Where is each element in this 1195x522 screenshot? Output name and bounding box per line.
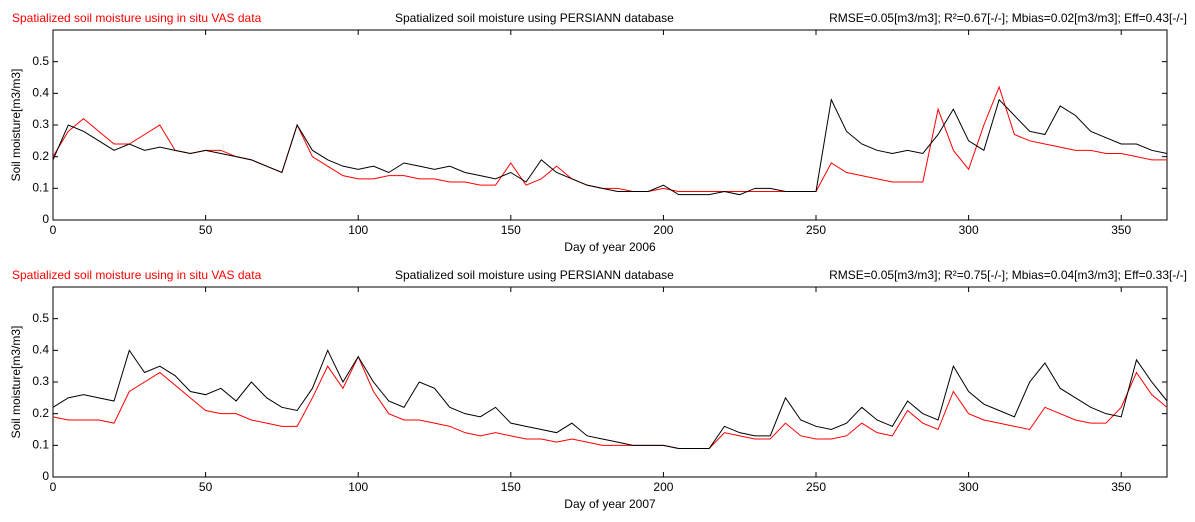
x-tick-label: 0 <box>50 480 57 494</box>
x-tick-label: 150 <box>501 480 521 494</box>
x-tick-label: 350 <box>1111 480 1131 494</box>
x-tick-label: 300 <box>959 223 979 237</box>
series-line <box>52 85 1167 192</box>
x-tick-label: 100 <box>348 480 368 494</box>
series-line <box>52 98 1168 196</box>
x-tick-label: 200 <box>653 480 673 494</box>
y-tick-label: 0.4 <box>32 86 49 100</box>
legend-entry: Spatialized soil moisture using in situ … <box>12 268 262 282</box>
x-tick-label: 200 <box>653 223 673 237</box>
x-axis-label: Day of year 2006 <box>564 240 656 254</box>
y-tick-label: 0.3 <box>32 374 49 388</box>
y-axis-label: Soil moisture[m3/m3] <box>9 326 23 439</box>
y-tick-label: 0.2 <box>32 406 49 420</box>
x-tick-label: 150 <box>501 223 521 237</box>
y-tick-label: 0.1 <box>32 438 49 452</box>
plot-frame <box>52 286 1168 478</box>
y-tick-label: 0 <box>42 469 49 483</box>
x-tick-label: 50 <box>199 480 213 494</box>
x-tick-label: 100 <box>348 223 368 237</box>
y-axis-label: Soil moisture[m3/m3] <box>9 69 23 182</box>
series-line <box>52 349 1168 449</box>
y-tick-label: 0.2 <box>32 149 49 163</box>
y-tick-label: 0.4 <box>32 343 49 357</box>
annotation: RMSE=0.05[m3/m3]; R²=0.75[-/-]; Mbias=0.… <box>829 268 1187 282</box>
y-tick-label: 0.3 <box>32 117 49 131</box>
x-tick-label: 350 <box>1111 223 1131 237</box>
y-tick-label: 0.1 <box>32 181 49 195</box>
legend-entry: Spatialized soil moisture using PERSIANN… <box>395 268 674 282</box>
plot-frame <box>52 29 1168 221</box>
y-tick-label: 0.5 <box>32 311 49 325</box>
legend-entry: Spatialized soil moisture using PERSIANN… <box>395 11 674 25</box>
series-line <box>52 355 1168 449</box>
y-tick-label: 0 <box>42 212 49 226</box>
x-tick-label: 300 <box>959 480 979 494</box>
x-axis-label: Day of year 2007 <box>564 497 656 511</box>
x-tick-label: 250 <box>806 480 826 494</box>
x-tick-label: 250 <box>806 223 826 237</box>
x-tick-label: 50 <box>199 223 213 237</box>
x-tick-label: 0 <box>50 223 57 237</box>
y-tick-label: 0.5 <box>32 54 49 68</box>
annotation: RMSE=0.05[m3/m3]; R²=0.67[-/-]; Mbias=0.… <box>829 11 1187 25</box>
legend-entry: Spatialized soil moisture using in situ … <box>12 11 262 25</box>
